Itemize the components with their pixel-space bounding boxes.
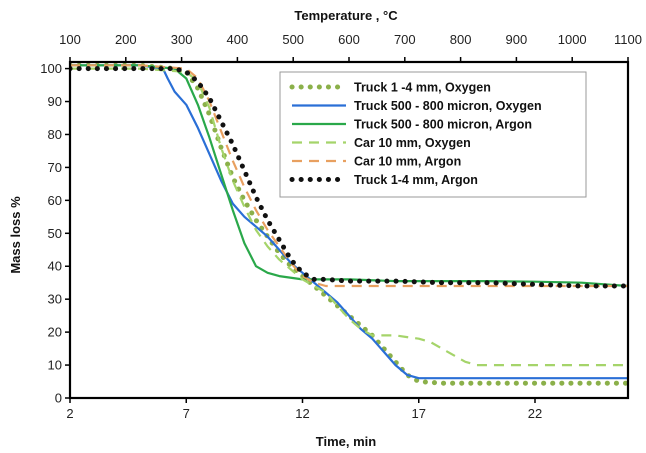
series-line-3 <box>70 64 628 288</box>
series-layer <box>70 62 628 386</box>
x2-tick-label: 300 <box>171 32 193 47</box>
y-tick-label: 80 <box>48 127 62 142</box>
y-tick-label: 10 <box>48 358 62 373</box>
series-line-5 <box>70 64 628 288</box>
y-tick-label: 90 <box>48 94 62 109</box>
x-tick-label: 2 <box>66 406 73 421</box>
legend-label-5: Car 10 mm, Argon <box>354 155 461 169</box>
x2-tick-label: 600 <box>338 32 360 47</box>
y-tick-label: 60 <box>48 193 62 208</box>
y-tick-label: 40 <box>48 259 62 274</box>
legend-label-1: Truck 1 -4 mm, Oxygen <box>354 81 491 95</box>
legend-label-6: Truck 1-4 mm, Argon <box>354 173 478 187</box>
series-line-2 <box>70 64 628 380</box>
legend-label-3: Truck 500 - 800 micron, Argon <box>354 118 532 132</box>
x2-tick-label: 100 <box>59 32 81 47</box>
legend-box <box>279 71 587 198</box>
x-tick-label: 12 <box>295 406 309 421</box>
series-line-4 <box>70 67 628 367</box>
legend: Truck 1 -4 mm, Oxygen Truck 500 - 800 mic… <box>279 71 587 198</box>
y-tick-label: 0 <box>55 391 62 406</box>
x-tick-label: 22 <box>528 406 542 421</box>
x-tick-label: 7 <box>183 406 190 421</box>
series-line-6 <box>70 66 628 289</box>
y-tick-label: 30 <box>48 292 62 307</box>
legend-label-4: Car 10 mm, Oxygen <box>354 136 471 150</box>
y-tick-label: 50 <box>48 226 62 241</box>
x2-tick-label: 700 <box>394 32 416 47</box>
ticks-layer: 0 10 20 30 40 50 60 70 80 90 100 2 7 12 17 22 100 200 300 4… <box>40 32 642 421</box>
x2-tick-label: 1100 <box>614 32 642 47</box>
x2-tick-label: 1000 <box>558 32 587 47</box>
y-tick-label: 20 <box>48 325 62 340</box>
x-axis-title: Time, min <box>316 434 377 449</box>
series-line-1 <box>70 62 628 386</box>
y-axis-title: Mass loss % <box>8 196 23 274</box>
y-tick-label: 100 <box>40 61 62 76</box>
x2-axis-title: Temperature , °C <box>294 8 398 23</box>
x2-tick-label: 800 <box>450 32 472 47</box>
x2-tick-label: 400 <box>227 32 249 47</box>
x2-tick-label: 200 <box>115 32 137 47</box>
legend-label-2: Truck 500 - 800 micron, Oxygen <box>354 99 542 113</box>
y-tick-label: 70 <box>48 160 62 175</box>
x-tick-label: 17 <box>412 406 426 421</box>
x2-tick-label: 900 <box>506 32 528 47</box>
x2-tick-label: 500 <box>282 32 304 47</box>
